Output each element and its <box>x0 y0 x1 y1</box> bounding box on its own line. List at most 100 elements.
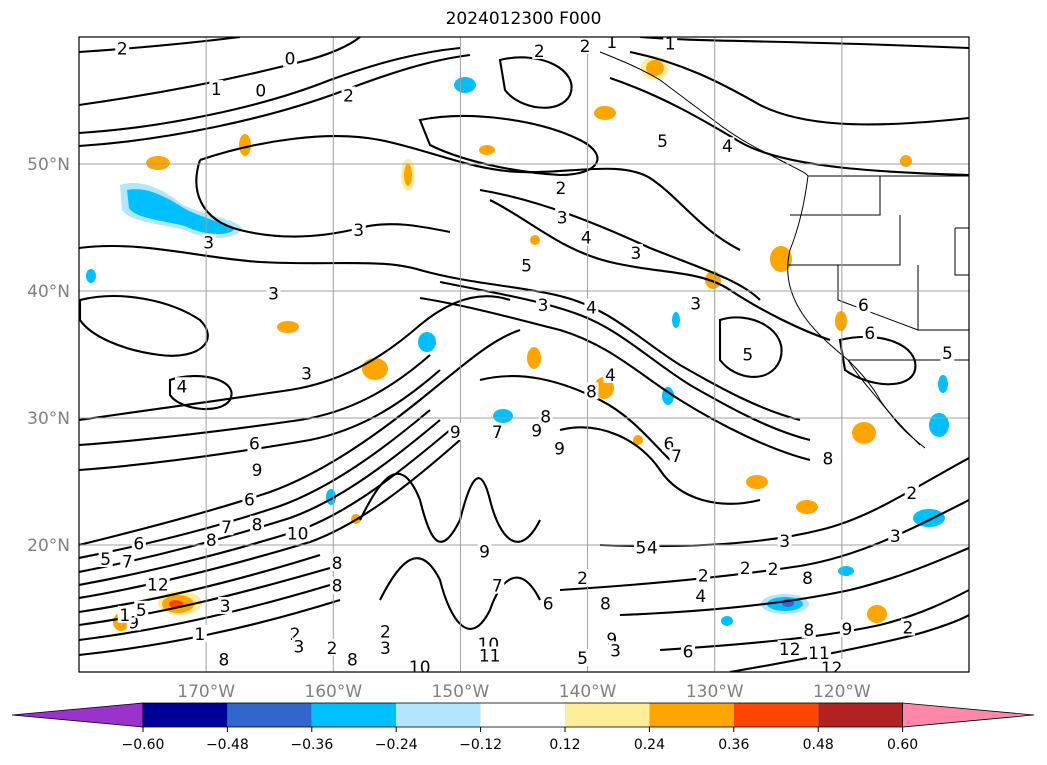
contour-label-backdrop <box>777 532 792 550</box>
contour-label-backdrop <box>174 377 189 395</box>
colorbar-tick-label: 0.60 <box>887 737 918 753</box>
lat-label: 40°N <box>27 282 70 302</box>
contour-label: 2 <box>290 625 301 645</box>
blue-patch-central <box>418 332 436 352</box>
contour-label: 7 <box>671 447 682 467</box>
contour-label: 4 <box>177 377 188 397</box>
contour-label: 1 <box>211 80 222 100</box>
contour-label: 8 <box>802 569 813 589</box>
contour-jet-9 <box>79 598 341 657</box>
contour-label: 7 <box>492 577 503 597</box>
contour-label: 8 <box>586 382 597 402</box>
contour-label-backdrop <box>820 449 835 467</box>
contour-label-backdrop <box>696 566 711 584</box>
blue-patch-small-4 <box>672 312 680 328</box>
orange-patch-15 <box>867 605 887 623</box>
blue-patch-east <box>913 509 945 527</box>
contour-label: 0 <box>285 50 296 70</box>
contour-label: 12 <box>779 640 801 660</box>
contour-midlat-1 <box>79 244 801 422</box>
contour-5-line <box>489 199 831 341</box>
contour-north-4 <box>79 37 241 54</box>
contour-label-backdrop <box>378 638 393 656</box>
border-state-2 <box>788 215 901 266</box>
orange-patch-1 <box>146 156 170 170</box>
contour-label-backdrop <box>633 538 648 556</box>
contour-tropics-2 <box>79 354 431 447</box>
contour-label: 3 <box>380 639 391 659</box>
colorbar-tick-label: −0.24 <box>375 737 418 753</box>
contour-label-backdrop <box>253 81 268 99</box>
contour-label-backdrop <box>688 294 703 312</box>
contour-label-backdrop <box>134 600 149 618</box>
contour-label-backdrop <box>904 483 919 501</box>
contour-label-backdrop <box>538 407 553 425</box>
contour-label-backdrop <box>219 518 234 536</box>
contour-label: 6 <box>133 535 144 555</box>
contour-3-upper <box>195 159 451 238</box>
contour-label: 2 <box>327 639 338 659</box>
contour-gulf <box>199 135 741 251</box>
colorbar-segment <box>143 703 228 727</box>
contour-label: 3 <box>268 285 279 305</box>
contour-label: 3 <box>353 221 364 241</box>
contour-label-backdrop <box>299 364 314 382</box>
orange-patch-20 <box>530 235 540 245</box>
lon-label: 160°W <box>304 682 362 702</box>
contour-label-backdrop <box>477 646 502 664</box>
contour-north-6 <box>629 50 969 126</box>
contour-label-backdrop <box>120 552 135 570</box>
contour-label-backdrop <box>529 421 544 439</box>
contour-label: 7 <box>221 518 232 538</box>
orange-patch-16 <box>900 155 912 167</box>
contour-wiggle-2 <box>379 557 541 630</box>
contour-loop-1 <box>418 115 599 177</box>
contour-label: 8 <box>206 531 217 551</box>
contour-label: 2 <box>740 559 751 579</box>
blue-patch-small-1 <box>938 375 948 393</box>
contour-label-backdrop <box>603 365 618 383</box>
contour-label: 3 <box>294 638 305 658</box>
contour-label-backdrop <box>669 447 684 465</box>
contour-label: 3 <box>890 527 901 547</box>
contour-label: 3 <box>203 234 214 254</box>
orange-patch-13 <box>852 422 876 444</box>
contour-label: 2 <box>117 39 128 59</box>
orange-patch-3-core <box>404 164 412 186</box>
contour-label: 8 <box>219 650 230 670</box>
contour-label: 2 <box>343 86 354 106</box>
contour-label-backdrop <box>242 490 257 508</box>
contour-label: 3 <box>690 295 701 315</box>
contour-label: 3 <box>538 296 549 316</box>
orange-patch-11 <box>746 475 768 489</box>
contour-label-backdrop <box>575 649 590 667</box>
contour-label: 5 <box>521 257 532 277</box>
contour-label: 9 <box>531 422 542 442</box>
contour-jet-8 <box>79 583 331 642</box>
contour-label-backdrop <box>407 657 432 672</box>
orange-patch-4 <box>594 106 616 120</box>
contour-label-backdrop <box>490 576 505 594</box>
contour-4-line <box>479 188 761 301</box>
contour-label: 6 <box>683 643 694 663</box>
orange-patch-12 <box>796 500 818 514</box>
contour-midlat-2 <box>439 280 811 442</box>
contour-tropics-1 <box>79 295 511 422</box>
contour-label: 2 <box>580 37 591 57</box>
contour-label-backdrop <box>448 422 463 440</box>
lat-label: 30°N <box>27 409 70 429</box>
contour-label: 3 <box>557 208 568 228</box>
colorbar-tick-label: 0.24 <box>634 737 665 753</box>
contour-label: 7 <box>492 423 503 443</box>
contour-label: 5 <box>100 550 111 570</box>
contour-label: 8 <box>252 516 263 536</box>
contour-label-backdrop <box>351 221 366 239</box>
contour-tropics-3 <box>79 369 441 472</box>
contour-label-backdrop <box>378 622 393 640</box>
contour-label-backdrop <box>266 284 281 302</box>
contour-jet-7 <box>79 566 331 627</box>
contour-label-backdrop <box>131 534 146 552</box>
